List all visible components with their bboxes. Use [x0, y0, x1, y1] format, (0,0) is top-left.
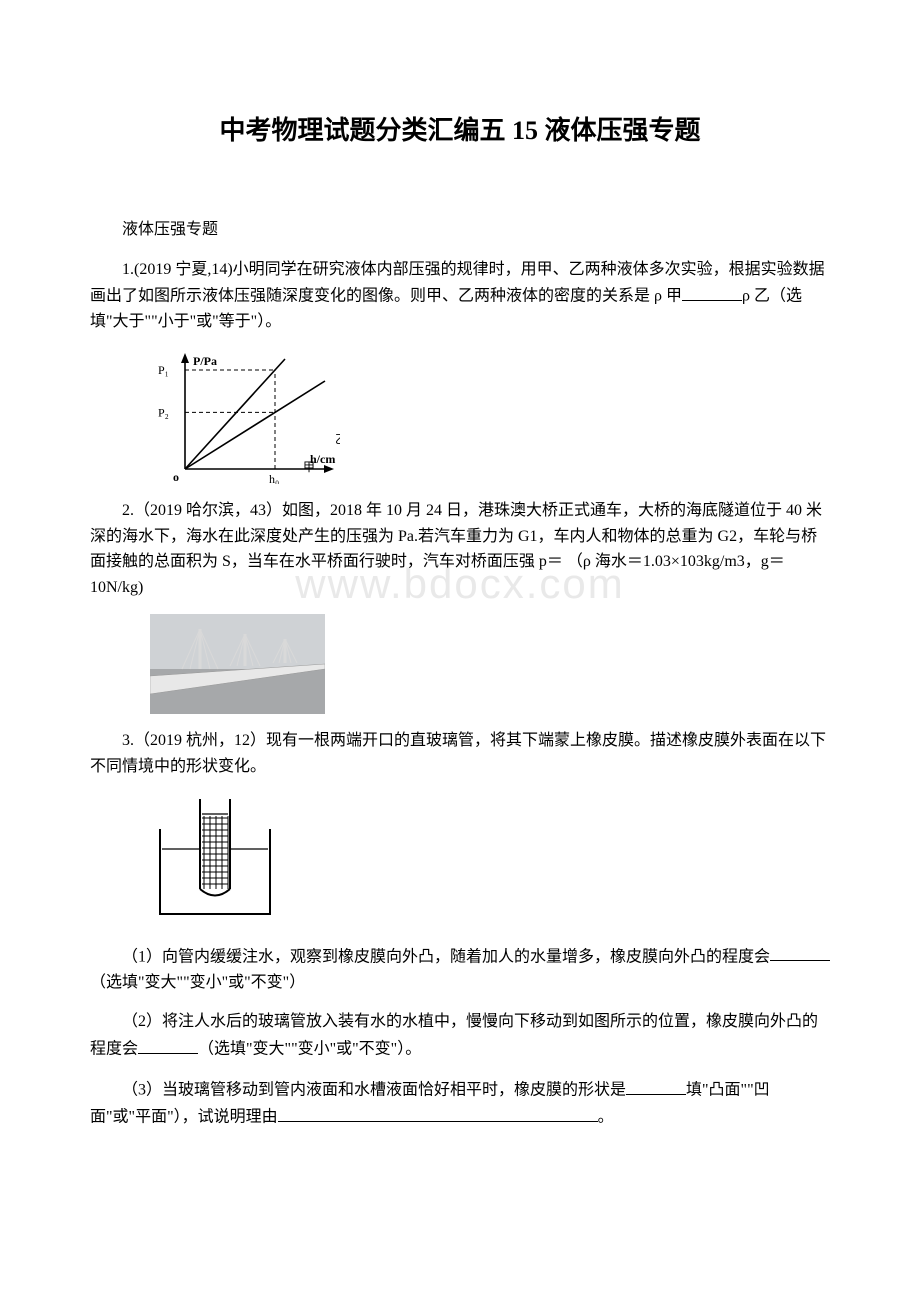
q3-sub1-a: （1）向管内缓缓注水，观察到橡皮膜向外凸，随着加人的水量增多，橡皮膜向外凸的程度… [122, 948, 770, 965]
page-title: 中考物理试题分类汇编五 15 液体压强专题 [90, 110, 830, 147]
q3-sub3: （3）当玻璃管移动到管内液面和水槽液面恰好相平时，橡皮膜的形状是填"凸面""凹面… [90, 1076, 830, 1130]
q3-intro: 3.（2019 杭州，12）现有一根两端开口的直玻璃管，将其下端蒙上橡皮膜。描述… [90, 728, 830, 779]
q3-sub3-a: （3）当玻璃管移动到管内液面和水槽液面恰好相平时，橡皮膜的形状是 [122, 1082, 626, 1099]
q3-sub2-blank [138, 1035, 198, 1054]
q3-sub3-c: 。 [598, 1109, 614, 1126]
q1-blank [682, 282, 742, 301]
q3-sub2: （2）将注人水后的玻璃管放入装有水的水植中，慢慢向下移动到如图所示的位置，橡皮膜… [90, 1009, 830, 1062]
q2-text: 2.（2019 哈尔滨，43）如图，2018 年 10 月 24 日，港珠澳大桥… [90, 498, 830, 600]
svg-text:P₂: P₂ [158, 405, 169, 419]
svg-text:乙: 乙 [335, 432, 340, 446]
svg-text:P/Pa: P/Pa [193, 354, 217, 368]
q3-sub1: （1）向管内缓缓注水，观察到橡皮膜向外凸，随着加人的水量增多，橡皮膜向外凸的程度… [90, 943, 830, 996]
q3-sub3-blank2 [278, 1103, 598, 1122]
q2-photo [150, 614, 830, 714]
svg-text:h/cm: h/cm [310, 452, 335, 466]
svg-text:o: o [173, 470, 179, 484]
q3-sub3-blank1 [626, 1076, 686, 1095]
q3-sub2-b: （选填"变大""变小"或"不变"）。 [198, 1041, 421, 1058]
q3-sub1-b: （选填"变大""变小"或"不变"） [90, 974, 305, 991]
section-heading: 液体压强专题 [90, 217, 830, 243]
q3-diagram [150, 794, 830, 929]
q3-sub1-blank [770, 943, 830, 962]
svg-text:P₁: P₁ [158, 363, 169, 377]
svg-text:h₀: h₀ [269, 472, 279, 484]
q1-text: 1.(2019 宁夏,14)小明同学在研究液体内部压强的规律时，用甲、乙两种液体… [90, 257, 830, 335]
q1-chart: 甲乙P/Pah/cmP₁P₂h₀o [150, 349, 830, 484]
